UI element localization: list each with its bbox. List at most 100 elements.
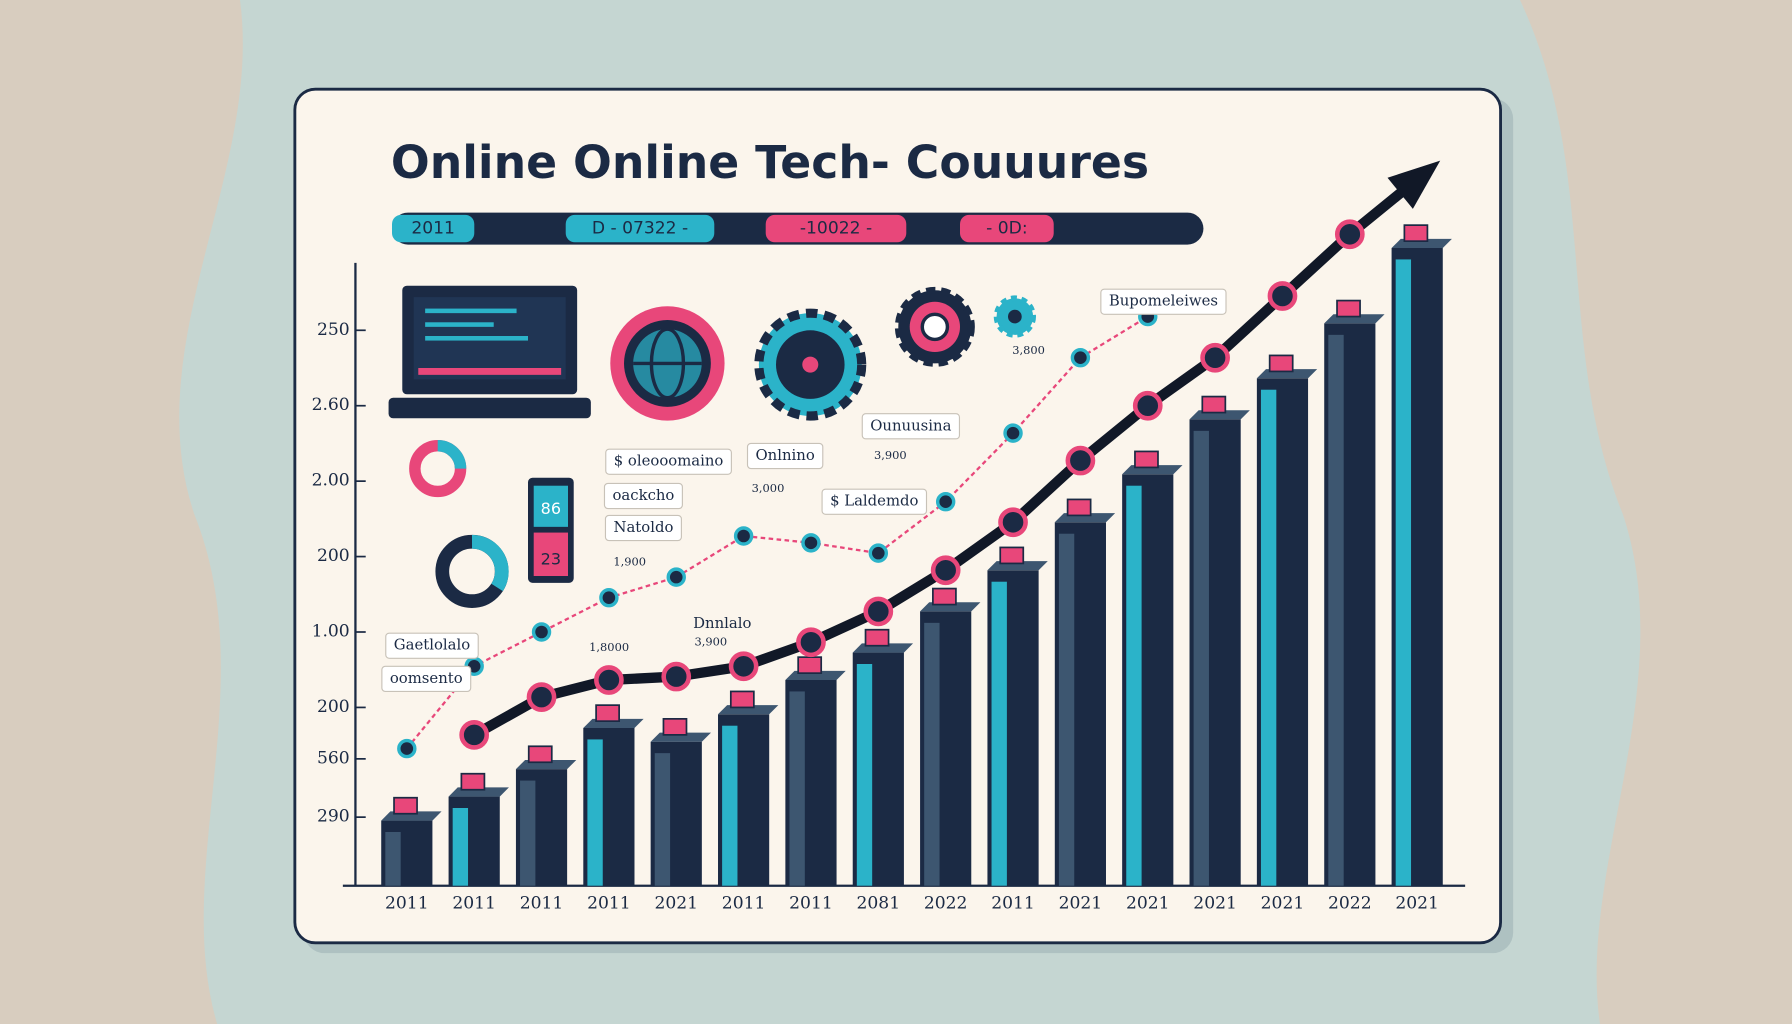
line-marker: [728, 651, 759, 682]
x-tick-label: 2011: [520, 894, 564, 914]
gauge-label: 86: [541, 499, 561, 518]
bar-badge: [662, 717, 688, 736]
bar-badge: [1403, 224, 1429, 242]
globe-icon: [610, 306, 725, 421]
annotation-box: [381, 665, 472, 692]
line-marker: [998, 507, 1028, 538]
y-tick-label: 2.60: [312, 395, 350, 415]
annotation: 1,900: [613, 554, 646, 568]
line-marker: [1065, 445, 1096, 476]
annotation: oomsento: [390, 669, 463, 687]
line-marker: [599, 588, 619, 608]
y-tick-label: 200: [317, 697, 350, 717]
bar-badge: [393, 796, 418, 815]
bar-face: [789, 691, 805, 886]
x-tick-label: 2021: [654, 894, 698, 914]
gauge-card: 86 23: [528, 477, 574, 583]
bar-badge: [1268, 354, 1294, 373]
laptop-icon: [388, 285, 591, 419]
annotation-box: [746, 442, 824, 470]
annotation: 1,8000: [589, 640, 629, 654]
bar-face: [856, 664, 873, 886]
bar-face: [1260, 389, 1277, 886]
annotation: 3,800: [1012, 343, 1045, 357]
annotation: 3,000: [752, 481, 785, 495]
annotation-box: [1100, 288, 1227, 315]
bar-face: [452, 808, 469, 886]
bar-badge: [1134, 450, 1159, 469]
pill: [565, 214, 715, 243]
line-marker: [796, 627, 826, 658]
small-gear-icon: [993, 295, 1036, 338]
bar-badge: [729, 690, 755, 709]
annotation: $ Laldemdo: [830, 492, 918, 510]
line-marker: [661, 661, 692, 692]
bar-face: [722, 725, 738, 886]
pill-label: - 0D:: [986, 219, 1027, 239]
line-marker: [1070, 348, 1091, 368]
bar-badge: [527, 745, 553, 764]
annotation-box: [861, 413, 961, 440]
x-tick-label: 2011: [789, 894, 833, 914]
x-tick-label: 2021: [1059, 894, 1103, 914]
annotation-box: [821, 488, 928, 515]
pill: [960, 214, 1054, 243]
line-marker: [1003, 423, 1023, 443]
line-marker: [526, 682, 557, 712]
annotation: Dnnlalo: [693, 614, 751, 632]
bar-face: [1395, 259, 1412, 886]
annotation-box: [385, 632, 479, 659]
bar-face: [1058, 533, 1075, 886]
bar-face: [1328, 334, 1344, 886]
x-tick-label: 2011: [385, 894, 429, 914]
x-tick-label: 2011: [991, 894, 1035, 914]
bar-face: [520, 780, 536, 886]
pill-label: -10022 -: [800, 219, 872, 239]
pill: [765, 214, 907, 243]
x-tick-label: 2021: [1193, 894, 1237, 914]
line-marker: [397, 738, 417, 759]
line-marker: [1267, 281, 1298, 311]
y-tick-label: 250: [317, 320, 350, 340]
x-tick-label: 2081: [857, 894, 901, 914]
y-tick-label: 2.00: [312, 471, 350, 491]
bar-badge: [1066, 498, 1092, 517]
x-tick-label: 2022: [1328, 894, 1372, 914]
bar-face: [385, 832, 401, 886]
annotation: Bupomeleiwes: [1109, 292, 1218, 310]
y-tick-label: 560: [317, 748, 350, 768]
y-tick-label: 200: [317, 546, 350, 566]
y-tick-label: 1.00: [312, 621, 350, 641]
bar-badge: [460, 772, 486, 791]
annotation: Gaetlolalo: [394, 636, 470, 654]
bar-face: [924, 622, 940, 886]
annotation: $ oleooomaino: [614, 452, 724, 470]
y-tick-label: 290: [317, 807, 350, 827]
x-tick-label: 2011: [587, 894, 631, 914]
bar-face: [587, 739, 603, 886]
line-marker: [666, 567, 686, 587]
annotation-box: [605, 448, 732, 475]
annotation: Onlnino: [756, 446, 815, 464]
gear-icon: [754, 308, 867, 421]
bar-badge: [1201, 395, 1227, 414]
bar-badge: [999, 546, 1025, 565]
chart-title: Online Online Tech- Couuures: [391, 136, 1149, 189]
line-marker: [733, 526, 754, 546]
annotation: 3,900: [695, 634, 728, 648]
line-marker: [594, 665, 624, 695]
bar-face: [1126, 485, 1142, 886]
pill-label: 2011: [411, 219, 455, 239]
line-marker: [935, 491, 956, 512]
line-marker: [1132, 390, 1163, 421]
x-tick-label: 2021: [1395, 894, 1439, 914]
pill: [392, 214, 475, 243]
x-tick-label: 2011: [722, 894, 766, 914]
annotation: 3,900: [874, 448, 907, 462]
annotation: Ounuusina: [870, 416, 951, 434]
gauge-label: 23: [541, 549, 561, 568]
bar-badge: [864, 628, 890, 647]
arrow-head: [1387, 160, 1441, 209]
